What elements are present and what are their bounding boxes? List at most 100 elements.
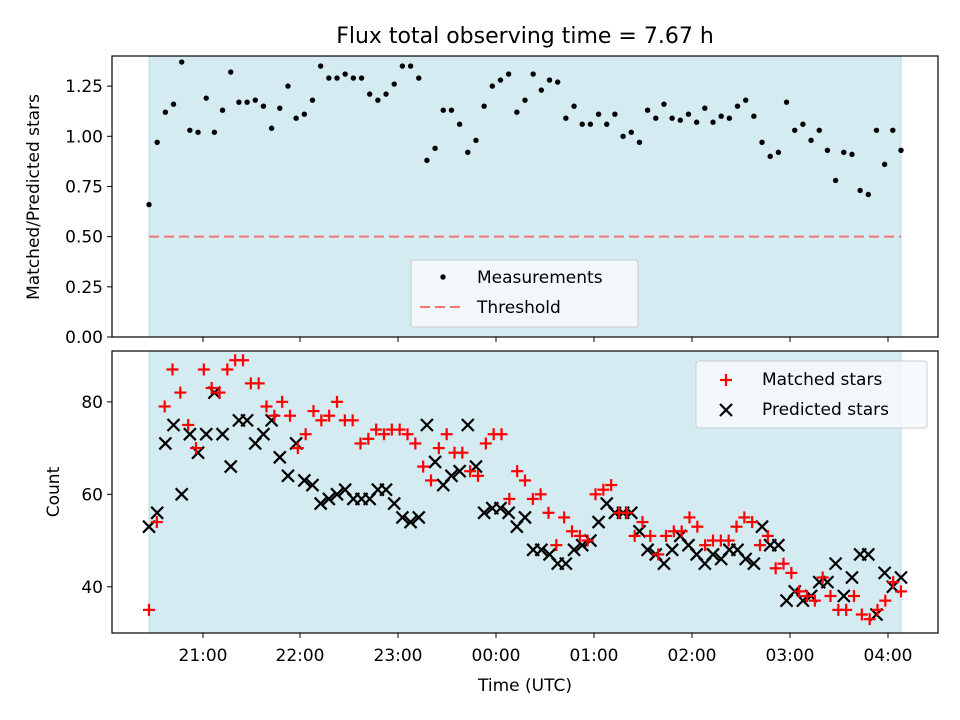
matched-star-point xyxy=(879,594,892,607)
bottom-y-ticks: 40 60 80 xyxy=(81,393,112,598)
matched-star-point xyxy=(237,354,249,367)
measurement-point xyxy=(554,79,561,85)
measurement-point xyxy=(759,139,765,146)
top-legend: Measurements Threshold xyxy=(410,259,639,328)
matched-star-point xyxy=(542,506,555,519)
bottom-x-tick-label: 03:00 xyxy=(766,646,815,666)
predicted-star-point xyxy=(534,543,549,557)
x-axis-label: Time (UTC) xyxy=(477,676,572,696)
top-plot-frame xyxy=(111,55,939,338)
matched-star-point xyxy=(158,400,171,413)
bottom-x-tick-label: 23:00 xyxy=(374,646,423,666)
top-y-tick-label: 1.00 xyxy=(65,127,103,147)
predicted-star-point xyxy=(665,543,679,557)
predicted-star-point xyxy=(305,478,320,492)
matched-star-point xyxy=(855,608,868,621)
measurement-point xyxy=(293,115,299,121)
predicted-star-point xyxy=(395,510,410,525)
measurement-point xyxy=(424,157,430,164)
bottom-x-tick-label: 22:00 xyxy=(276,646,325,666)
predicted-star-point xyxy=(591,515,606,529)
top-y-tick-label: 0.50 xyxy=(65,228,103,248)
measurement-point xyxy=(849,151,855,158)
measurement-point xyxy=(718,113,724,119)
bottom-y-tick-label: 40 xyxy=(81,578,103,598)
measurement-point xyxy=(775,149,782,156)
matched-star-point xyxy=(675,525,688,538)
legend-predicted-label: Predicted stars xyxy=(762,400,889,420)
matched-star-point xyxy=(871,603,884,616)
predicted-star-point xyxy=(297,473,312,488)
matched-star-point xyxy=(785,566,798,579)
matched-star-point xyxy=(182,418,195,431)
measurement-point xyxy=(514,109,520,115)
measurement-point xyxy=(702,105,708,111)
matched-star-point xyxy=(895,585,907,598)
matched-star-point xyxy=(432,442,445,455)
matched-star-point xyxy=(793,585,806,598)
measurement-point xyxy=(383,91,389,97)
matched-star-point xyxy=(464,465,477,478)
matched-star-point xyxy=(644,529,657,542)
matched-star-point xyxy=(534,488,547,501)
measurement-point xyxy=(260,103,267,109)
measurement-point xyxy=(252,97,258,103)
measurement-point xyxy=(416,75,422,81)
legend-threshold-label: Threshold xyxy=(476,298,561,318)
matched-star-point xyxy=(378,428,390,441)
predicted-star-point xyxy=(657,556,671,571)
measurement-point xyxy=(497,77,504,83)
measurement-point xyxy=(473,137,479,143)
measurement-point xyxy=(898,147,904,154)
predicted-star-point xyxy=(877,566,892,580)
matched-star-point xyxy=(699,539,712,552)
matched-star-point xyxy=(558,511,571,524)
measurement-point xyxy=(808,137,814,143)
predicted-star-point xyxy=(640,543,655,557)
matched-star-point xyxy=(777,557,790,570)
measurement-point xyxy=(800,121,806,127)
matched-star-point xyxy=(323,409,336,422)
predicted-star-point xyxy=(420,418,434,432)
predicted-star-point xyxy=(199,427,213,441)
matched-star-point xyxy=(848,590,860,603)
predicted-star-point xyxy=(706,547,720,562)
measurement-point xyxy=(783,99,790,105)
measurement-point xyxy=(824,147,831,154)
measurement-point xyxy=(440,107,446,113)
measurement-point xyxy=(228,69,234,75)
measurement-point xyxy=(530,71,536,77)
matched-star-point xyxy=(190,442,202,455)
measurement-point xyxy=(857,187,863,194)
matched-star-point xyxy=(628,529,641,542)
measurement-point xyxy=(317,63,324,69)
matched-star-point xyxy=(331,395,343,408)
measurement-point xyxy=(399,63,406,69)
measurement-point xyxy=(726,115,733,121)
measurement-point xyxy=(465,149,471,156)
measurement-point xyxy=(881,161,888,168)
predicted-star-point xyxy=(518,510,532,525)
matched-star-point xyxy=(346,414,359,427)
top-y-tick-label: 0.25 xyxy=(65,278,103,298)
measurement-point xyxy=(334,75,340,81)
measurement-point xyxy=(653,115,659,121)
measurement-points xyxy=(146,59,904,208)
top-y-tick-label: 0.75 xyxy=(65,177,103,197)
matched-star-point xyxy=(409,437,422,450)
bottom-x-tick-label: 21:00 xyxy=(179,646,228,666)
matched-star-point xyxy=(620,506,633,519)
matched-star-point xyxy=(605,479,618,492)
measurement-point xyxy=(841,149,847,156)
predicted-star-point xyxy=(861,547,876,562)
measurement-point xyxy=(342,71,348,77)
measurement-point xyxy=(693,119,700,125)
matched-star-point xyxy=(221,363,234,376)
matched-star-point xyxy=(589,488,602,501)
predicted-star-point xyxy=(771,538,786,552)
measurement-point xyxy=(677,117,684,123)
predicted-star-point xyxy=(150,506,164,520)
measurement-point xyxy=(628,129,634,135)
matched-star-point xyxy=(299,428,312,441)
predicted-star-point xyxy=(183,427,197,441)
